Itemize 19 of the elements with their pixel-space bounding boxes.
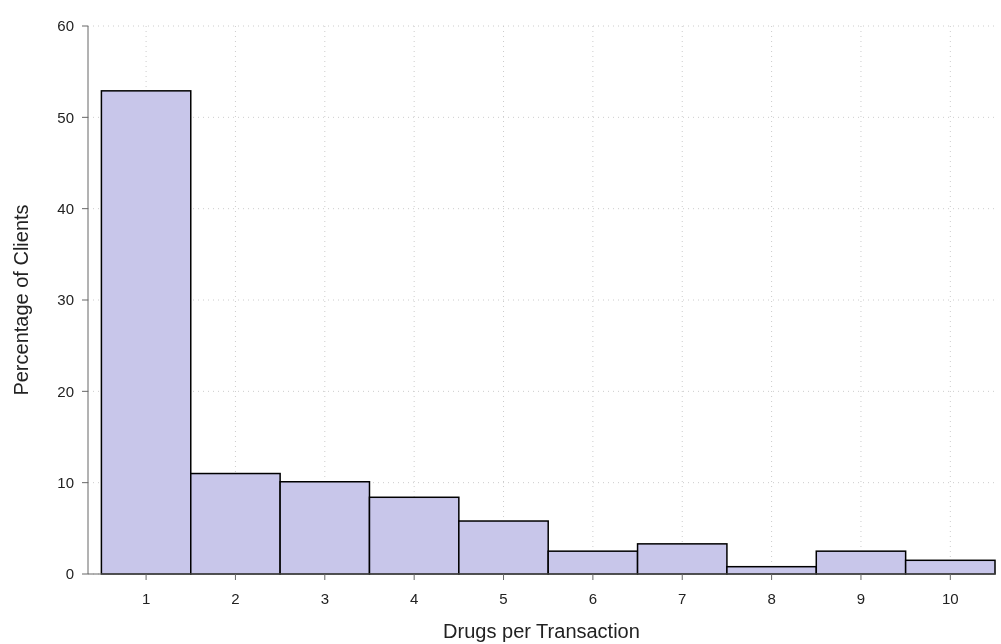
y-tick-label: 60 (57, 17, 74, 35)
x-tick-label: 8 (767, 590, 776, 607)
y-tick-label: 50 (57, 108, 74, 126)
x-tick-label: 3 (320, 590, 329, 607)
y-tick-label: 20 (57, 382, 74, 400)
x-tick-label: 9 (856, 590, 866, 607)
y-tick-label: 40 (57, 199, 74, 217)
x-tick-label: 10 (941, 590, 959, 607)
x-tick-label: 2 (231, 590, 240, 607)
x-tick-label: 5 (499, 590, 508, 607)
x-axis-title: Drugs per Transaction (443, 620, 640, 642)
x-tick-label: 7 (678, 590, 687, 607)
x-tick-label: 4 (409, 590, 419, 607)
x-tick-label: 1 (141, 590, 151, 607)
y-tick-label: 0 (65, 565, 74, 583)
y-tick-label: 30 (57, 291, 74, 309)
x-tick-label: 6 (588, 590, 598, 607)
y-axis-title: Percentage of Clients (10, 204, 32, 396)
y-tick-label: 10 (57, 473, 74, 491)
